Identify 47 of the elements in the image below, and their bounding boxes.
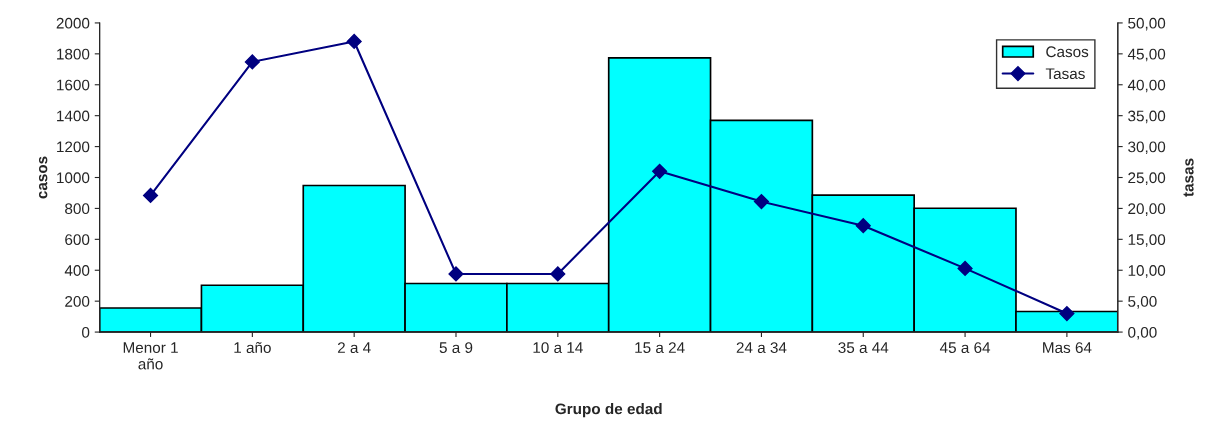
- y-tick-label: 200: [65, 296, 90, 307]
- y-tick-label: 0: [82, 326, 90, 338]
- y2-tick-label: 10,00: [1128, 265, 1166, 278]
- legend-label: Casos: [1046, 46, 1089, 58]
- y-tick-label: 800: [65, 203, 90, 215]
- y-tick-label: 400: [64, 265, 90, 276]
- y2-tick-label: 40,00: [1127, 79, 1166, 93]
- y2-tick-label: 15,00: [1128, 234, 1166, 247]
- y-tick-label: 1600: [57, 79, 90, 91]
- point: [448, 266, 464, 282]
- point: [652, 163, 668, 179]
- y-tick-label: 1200: [57, 141, 90, 153]
- y-tick-label: 2000: [56, 17, 90, 29]
- x-tick-label: Menor 1 año: [123, 342, 178, 370]
- y-axis-title: casos: [38, 156, 48, 199]
- point: [855, 218, 871, 234]
- y2-tick-label: 5,00: [1128, 296, 1157, 309]
- y2-tick-label: 50,00: [1128, 17, 1166, 31]
- y2-axis-title: tasas: [1183, 158, 1194, 197]
- point: [1059, 305, 1075, 322]
- y2-tick-label: 35,00: [1128, 110, 1166, 124]
- y2-tick-label: 20,00: [1128, 203, 1166, 216]
- y-tick-label: 600: [65, 234, 90, 246]
- point: [244, 54, 260, 70]
- x-tick-label: Mas 64: [1043, 342, 1092, 354]
- x-axis-title: Grupo de edad: [555, 403, 662, 418]
- x-tick-label: 15 a 24: [635, 342, 685, 354]
- x-tick-label: 1 año: [234, 341, 271, 354]
- x-tick-label: 5 a 9: [439, 342, 473, 354]
- y2-tick-label: 25,00: [1128, 172, 1166, 185]
- x-tick-label: 2 a 4: [337, 342, 371, 354]
- x-tick-label: 35 a 44: [838, 342, 889, 354]
- legend-label: Tasas: [1045, 68, 1085, 80]
- point: [142, 187, 159, 204]
- y2-tick-label: 0,00: [1128, 326, 1157, 340]
- x-tick-label: 24 a 34: [736, 342, 787, 354]
- point: [753, 194, 770, 210]
- point: [957, 260, 973, 276]
- y-tick-label: 1000: [57, 172, 90, 184]
- x-tick-label: 10 a 14: [533, 342, 583, 354]
- y2-tick-label: 45,00: [1127, 48, 1166, 62]
- y-tick-label: 1400: [57, 110, 90, 122]
- x-tick-label: 45 a 64: [939, 342, 991, 354]
- point: [550, 266, 566, 282]
- y-tick-label: 1800: [57, 48, 90, 60]
- point: [346, 33, 362, 50]
- y2-tick-label: 30,00: [1128, 141, 1166, 155]
